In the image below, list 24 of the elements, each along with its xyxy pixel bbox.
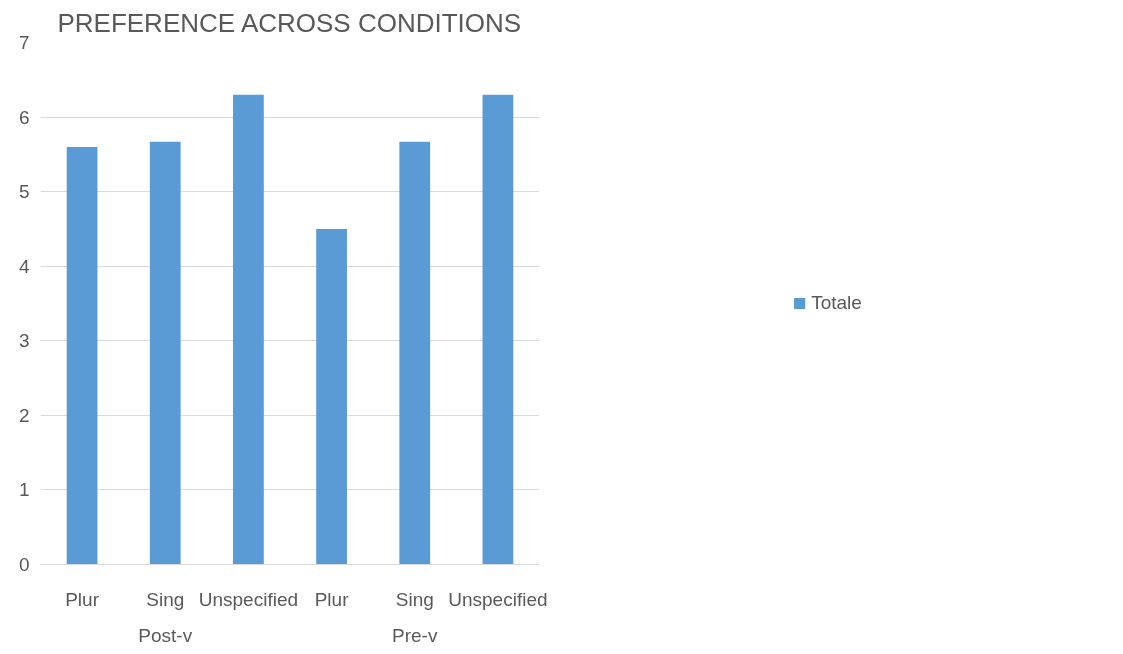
text: Pre-v bbox=[392, 624, 438, 646]
y-tick-label: 0 bbox=[18, 554, 30, 575]
y-tick-label: 7 bbox=[18, 32, 30, 53]
y-tick-label: 1 bbox=[18, 479, 30, 501]
y-tick-label: 5 bbox=[18, 181, 30, 203]
y-tick-label: 3 bbox=[18, 330, 30, 352]
bar bbox=[482, 94, 514, 565]
x-tick-label: Unspecified bbox=[198, 588, 299, 610]
x-tick-label: Sing bbox=[395, 588, 434, 610]
x-tick-label: Plur bbox=[65, 588, 100, 610]
x-tick-label: Sing bbox=[146, 588, 185, 610]
text: Post-v bbox=[138, 624, 193, 646]
bar bbox=[399, 141, 431, 565]
bar bbox=[149, 141, 181, 565]
x-tick-label: Unspecified bbox=[448, 588, 548, 610]
bar bbox=[233, 94, 264, 565]
y-tick-label: 4 bbox=[18, 255, 30, 277]
x-tick-label: Plur bbox=[314, 588, 350, 610]
y-tick-label: 6 bbox=[18, 106, 30, 128]
bar bbox=[316, 228, 347, 565]
legend-label: Totale bbox=[811, 292, 862, 314]
chart-title: PREFERENCE ACROSS CONDITIONS bbox=[57, 7, 522, 38]
bar bbox=[66, 146, 98, 565]
y-tick-label: 2 bbox=[18, 404, 30, 426]
